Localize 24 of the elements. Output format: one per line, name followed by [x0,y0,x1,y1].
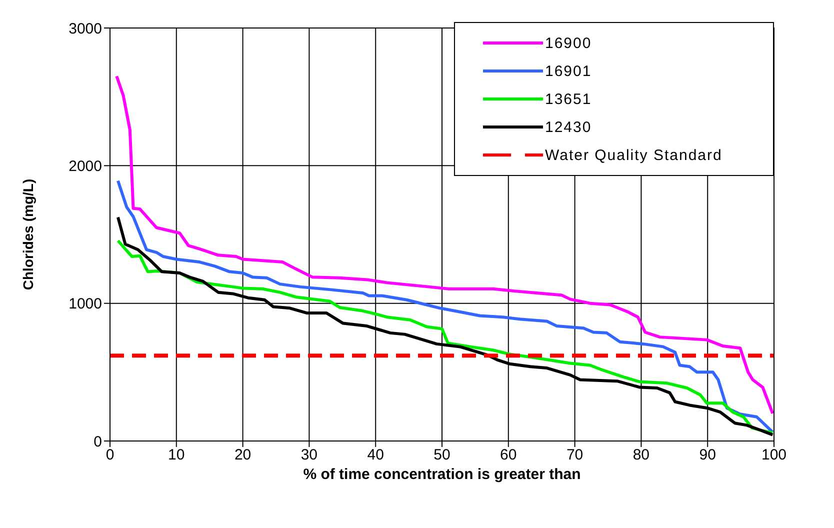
legend-label: 16900 [545,34,592,52]
x-tick-label: 30 [300,446,318,464]
x-tick-label: 50 [434,446,450,464]
y-tick-label: 0 [94,433,102,450]
x-tick-label: 0 [106,446,114,464]
line-series [116,179,774,434]
legend-label: 13651 [545,90,592,108]
x-tick-label: 10 [168,446,185,464]
y-tick-label: 3000 [68,20,102,38]
y-tick-label: 1000 [68,296,102,313]
x-axis-title: % of time concentration is greater than [303,466,581,483]
x-tick-label: 80 [632,446,650,464]
x-tick-label: 90 [699,446,716,464]
y-tick-label: 2000 [68,158,102,175]
line-series [115,74,774,415]
legend-label: 12430 [545,118,592,136]
x-tick-label: 20 [234,446,252,464]
y-axis-title: Chlorides (mg/L) [20,178,36,290]
legend-label: 16901 [545,62,592,80]
legend-label: Water Quality Standard [545,146,722,164]
x-tick-label: 70 [566,446,584,464]
x-tick-label: 60 [500,446,517,464]
x-tick-label: 100 [761,446,787,464]
x-tick-label: 40 [367,446,384,464]
